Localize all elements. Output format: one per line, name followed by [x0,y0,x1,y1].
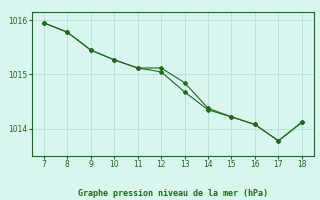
Text: Graphe pression niveau de la mer (hPa): Graphe pression niveau de la mer (hPa) [78,189,268,198]
